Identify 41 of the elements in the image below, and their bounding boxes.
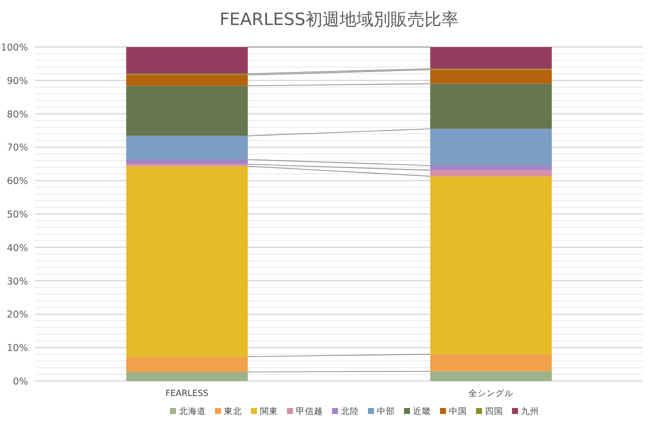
bar bbox=[126, 136, 248, 160]
y-tick-label: 100% bbox=[0, 42, 28, 54]
bar bbox=[430, 170, 552, 176]
y-tick-label: 90% bbox=[6, 76, 28, 87]
bar bbox=[430, 84, 552, 129]
legend-label: 北海道 bbox=[179, 406, 206, 417]
bar bbox=[126, 160, 248, 164]
bar bbox=[126, 356, 248, 372]
bar bbox=[126, 372, 248, 381]
y-tick-label: 50% bbox=[6, 210, 28, 220]
bar bbox=[430, 128, 552, 166]
bar bbox=[126, 75, 248, 86]
legend-label: 四国 bbox=[485, 407, 503, 417]
legend-label: 甲信越 bbox=[296, 406, 323, 417]
legend-label: 近畿 bbox=[413, 406, 431, 417]
legend-label: 九州 bbox=[521, 406, 539, 417]
bar bbox=[126, 86, 248, 136]
chart-title: FEARLESS初週地域別販売比率 bbox=[220, 10, 458, 30]
y-tick-label: 40% bbox=[6, 242, 28, 254]
y-tick-label: 0% bbox=[12, 376, 28, 388]
bar bbox=[430, 166, 552, 170]
bar bbox=[126, 166, 248, 357]
y-tick-label: 20% bbox=[6, 310, 28, 321]
bar bbox=[430, 354, 552, 372]
y-tick-label: 60% bbox=[6, 176, 28, 188]
x-tick-label: FEARLESS bbox=[166, 389, 208, 399]
legend-label: 中国 bbox=[449, 406, 467, 417]
y-tick-label: 30% bbox=[6, 276, 28, 288]
bar bbox=[126, 47, 248, 74]
bar bbox=[430, 47, 552, 69]
legend-label: 北陸 bbox=[341, 406, 359, 417]
legend-label: 東北 bbox=[224, 406, 242, 417]
legend-label: 中部 bbox=[377, 406, 395, 417]
y-tick-label: 80% bbox=[6, 109, 28, 120]
bar bbox=[430, 176, 552, 354]
y-tick-label: 10% bbox=[6, 343, 28, 354]
y-tick-label: 70% bbox=[6, 142, 28, 154]
legend-label: 関東 bbox=[260, 406, 278, 417]
bar bbox=[430, 371, 552, 381]
x-tick-label: 全シングル bbox=[468, 388, 514, 399]
bar bbox=[430, 70, 552, 84]
